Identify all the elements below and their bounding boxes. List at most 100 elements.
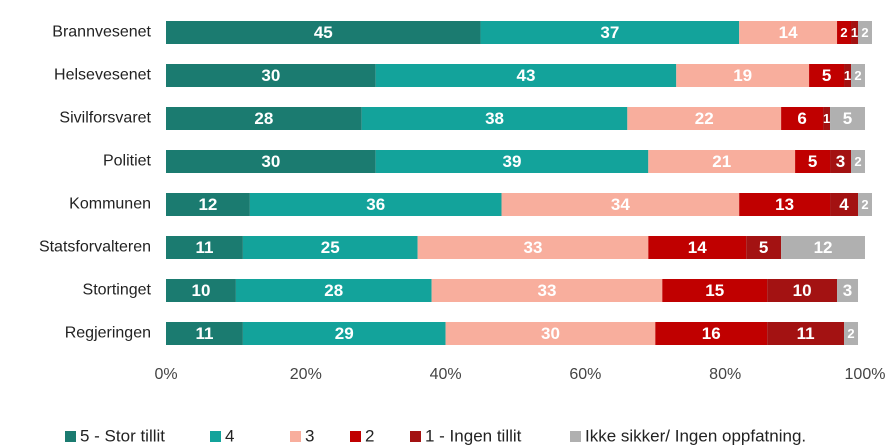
legend-label: 3 <box>305 426 314 445</box>
bar-segment <box>501 193 740 216</box>
bar-segment <box>858 193 872 216</box>
data-label: 5 <box>843 109 852 128</box>
legend-label: Ikke sikker/ Ingen oppfatning. <box>585 426 806 445</box>
data-label: 2 <box>854 154 861 169</box>
bar-segment <box>781 236 865 259</box>
data-label: 39 <box>503 152 522 171</box>
data-label: 15 <box>705 281 724 300</box>
x-tick-label: 0% <box>154 366 177 383</box>
data-label: 1 <box>823 111 830 126</box>
data-label: 33 <box>537 281 556 300</box>
bar-segment <box>851 21 859 44</box>
legend-swatch <box>210 431 221 442</box>
data-label: 28 <box>324 281 343 300</box>
bar-segment <box>746 236 782 259</box>
data-label: 28 <box>254 109 273 128</box>
data-label: 29 <box>335 324 354 343</box>
x-tick-label: 100% <box>845 366 886 383</box>
bar-segment <box>858 21 872 44</box>
data-label: 6 <box>797 109 806 128</box>
x-tick-label: 40% <box>430 366 462 383</box>
bar-segment <box>767 279 838 302</box>
data-label: 43 <box>517 66 536 85</box>
data-label: 1 <box>851 25 858 40</box>
bar-segment <box>662 279 768 302</box>
data-label: 10 <box>793 281 812 300</box>
data-label: 37 <box>600 23 619 42</box>
category-label: Statsforvalteren <box>39 239 151 256</box>
bar-segment <box>830 193 859 216</box>
data-label: 5 <box>822 66 831 85</box>
legend-label: 1 - Ingen tillit <box>425 426 522 445</box>
bar-segment <box>739 21 838 44</box>
data-label: 13 <box>775 195 794 214</box>
data-label: 30 <box>261 66 280 85</box>
data-label: 25 <box>321 238 340 257</box>
bar-segment <box>480 21 740 44</box>
data-label: 1 <box>844 68 851 83</box>
legend-label: 5 - Stor tillit <box>80 426 165 445</box>
data-label: 11 <box>797 324 815 343</box>
data-label: 10 <box>191 281 210 300</box>
bar-segment <box>837 21 852 44</box>
bar-segment <box>417 236 649 259</box>
bar-segment <box>655 322 768 345</box>
data-label: 11 <box>195 238 213 257</box>
bar-segment <box>375 64 677 87</box>
category-label: Regjeringen <box>65 325 151 342</box>
bar-segment <box>767 322 845 345</box>
legend-swatch <box>570 431 581 442</box>
data-label: 14 <box>779 23 798 42</box>
data-label: 11 <box>195 324 213 343</box>
data-label: 3 <box>843 281 852 300</box>
data-label: 36 <box>366 195 385 214</box>
legend-label: 4 <box>225 426 234 445</box>
data-label: 22 <box>695 109 714 128</box>
bar-segment <box>166 64 376 87</box>
category-label: Sivilforsvaret <box>59 110 151 127</box>
bar-segment <box>627 107 782 130</box>
bar-segment <box>830 150 852 173</box>
bar-segment <box>648 236 747 259</box>
category-label: Politiet <box>103 153 152 170</box>
bar-segment <box>844 64 852 87</box>
data-label: 2 <box>840 25 847 40</box>
data-label: 30 <box>541 324 560 343</box>
bar-segment <box>648 150 796 173</box>
bar-segment <box>795 150 831 173</box>
bar-segment <box>676 64 810 87</box>
x-tick-label: 60% <box>569 366 601 383</box>
data-label: 2 <box>854 68 861 83</box>
bar-segment <box>166 21 481 44</box>
data-label: 30 <box>261 152 280 171</box>
bar-segment <box>431 279 663 302</box>
data-label: 12 <box>814 238 833 257</box>
bar-segment <box>375 150 649 173</box>
bar-segment <box>851 150 865 173</box>
bar-segment <box>361 107 628 130</box>
bar-segment <box>830 107 865 130</box>
bar-segment <box>166 107 362 130</box>
bar-segment <box>166 279 236 302</box>
bar-segment <box>235 279 432 302</box>
legend-swatch <box>410 431 421 442</box>
bar-segment <box>166 322 243 345</box>
data-label: 5 <box>759 238 768 257</box>
category-label: Kommunen <box>69 196 151 213</box>
bar-segment <box>166 236 243 259</box>
data-label: 21 <box>712 152 731 171</box>
data-label: 45 <box>314 23 333 42</box>
bar-segment <box>781 107 824 130</box>
data-label: 14 <box>688 238 707 257</box>
bar-segment <box>242 322 446 345</box>
data-label: 12 <box>198 195 217 214</box>
bar-segment <box>844 322 859 345</box>
data-label: 4 <box>839 195 849 214</box>
data-label: 34 <box>611 195 630 214</box>
x-tick-label: 20% <box>290 366 322 383</box>
data-label: 5 <box>808 152 817 171</box>
legend-swatch <box>65 431 76 442</box>
bar-segment <box>739 193 831 216</box>
bar-segment <box>166 193 250 216</box>
